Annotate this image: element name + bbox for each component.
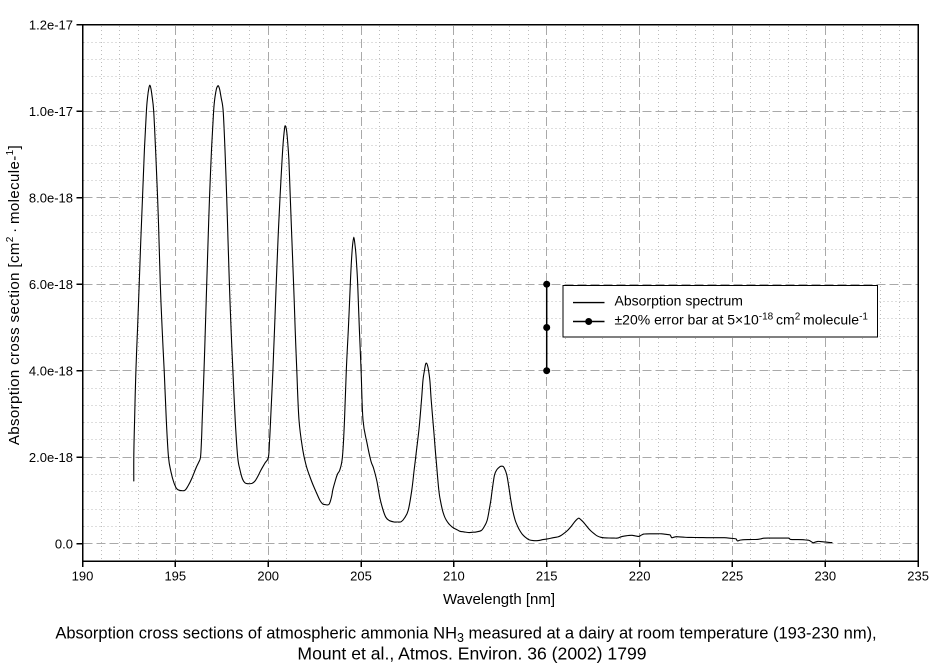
svg-text:225: 225 (722, 568, 744, 583)
svg-text:235: 235 (907, 568, 929, 583)
svg-text:215: 215 (536, 568, 558, 583)
svg-text:200: 200 (257, 568, 279, 583)
svg-text:230: 230 (814, 568, 836, 583)
svg-text:Absorption cross sections of a: Absorption cross sections of atmospheric… (55, 624, 876, 645)
svg-text:210: 210 (443, 568, 465, 583)
svg-text:195: 195 (164, 568, 186, 583)
svg-text:1.2e-17: 1.2e-17 (29, 18, 73, 33)
svg-text:0.0: 0.0 (55, 536, 73, 551)
svg-text:220: 220 (629, 568, 651, 583)
svg-text:Absorption cross section [cm2: Absorption cross section [cm2 · molecule… (5, 145, 23, 445)
svg-text:±20% error bar at 5×10-18 cm2: ±20% error bar at 5×10-18 cm2 molecule-1 (615, 312, 869, 328)
svg-text:205: 205 (350, 568, 372, 583)
svg-text:4.0e-18: 4.0e-18 (29, 363, 73, 378)
svg-text:6.0e-18: 6.0e-18 (29, 277, 73, 292)
svg-text:2.0e-18: 2.0e-18 (29, 450, 73, 465)
svg-text:Wavelength [nm]: Wavelength [nm] (443, 591, 555, 608)
svg-text:1.0e-17: 1.0e-17 (29, 104, 73, 119)
svg-text:190: 190 (72, 568, 94, 583)
svg-text:Absorption spectrum: Absorption spectrum (615, 293, 743, 309)
svg-text:8.0e-18: 8.0e-18 (29, 191, 73, 206)
svg-text:Mount et al., Atmos. Environ.: Mount et al., Atmos. Environ. 36 (2002) … (297, 643, 646, 663)
